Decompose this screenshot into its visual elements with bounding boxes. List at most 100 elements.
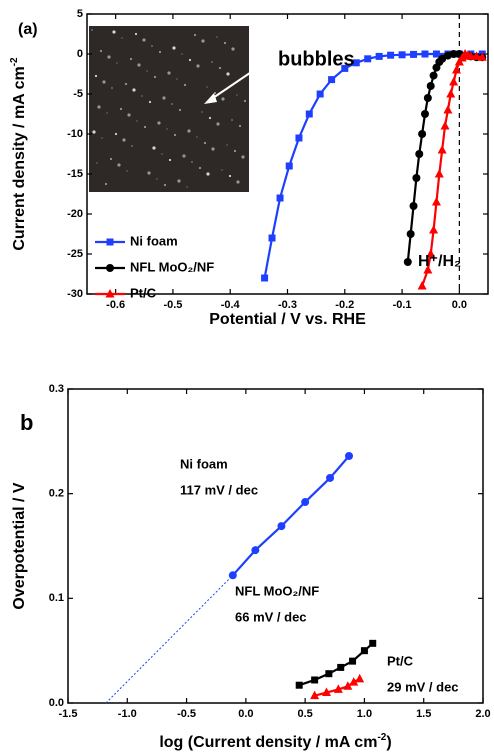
- marker: [228, 571, 237, 580]
- marker: [449, 50, 458, 58]
- speckle: [181, 53, 183, 55]
- marker: [268, 234, 276, 242]
- speckle: [226, 144, 228, 146]
- marker: [321, 687, 331, 697]
- speckle: [166, 128, 168, 130]
- x-tick-label: -0.5: [163, 299, 182, 311]
- marker: [472, 51, 482, 60]
- speckle: [206, 172, 210, 176]
- speckle: [203, 141, 207, 145]
- marker: [387, 51, 395, 59]
- speckle: [134, 32, 138, 36]
- marker: [426, 249, 436, 258]
- marker: [418, 130, 427, 138]
- slope-annotation: 66 mV / dec: [235, 609, 307, 624]
- marker: [341, 64, 349, 72]
- speckle: [233, 149, 237, 153]
- speckle: [131, 145, 133, 147]
- series-annotation: Pt/C: [387, 653, 414, 668]
- speckle: [129, 57, 133, 61]
- series-line: [231, 455, 350, 577]
- y-tick-label: 0.3: [49, 383, 64, 395]
- y-tick-label: -10: [67, 128, 83, 140]
- arrow: [209, 57, 273, 101]
- x-tick-label: 0.5: [297, 708, 312, 720]
- speckle: [198, 166, 202, 170]
- x-tick-label: -1.0: [118, 708, 137, 720]
- marker: [364, 55, 372, 63]
- speckle: [201, 111, 203, 113]
- speckle: [241, 155, 245, 159]
- speckle: [191, 161, 193, 163]
- marker: [349, 657, 357, 665]
- speckle: [238, 124, 242, 128]
- marker: [349, 677, 359, 686]
- x-tick-label: -0.3: [278, 299, 297, 311]
- marker: [106, 238, 114, 246]
- speckle: [92, 130, 96, 134]
- speckle: [236, 94, 238, 96]
- annotation: bubbles: [278, 48, 355, 70]
- x-tick-label: 1.0: [357, 708, 372, 720]
- speckle: [104, 182, 108, 186]
- speckle: [211, 147, 215, 151]
- speckle: [231, 47, 235, 51]
- marker: [426, 82, 435, 90]
- speckle: [111, 87, 113, 89]
- plot-frame: [67, 388, 484, 704]
- speckle: [137, 63, 141, 67]
- marker: [432, 50, 440, 58]
- y-axis-label: Overpotential / V: [11, 482, 28, 609]
- speckle: [102, 80, 106, 84]
- y-tick-label: -20: [67, 208, 83, 220]
- x-tick-label: 1.5: [416, 708, 431, 720]
- speckle: [121, 37, 123, 39]
- speckle: [196, 136, 198, 138]
- y-tick-label: 0.1: [49, 592, 64, 604]
- series-line: [263, 52, 483, 279]
- marker: [285, 162, 293, 170]
- speckle: [177, 179, 181, 183]
- y-tick-label: -25: [67, 248, 83, 260]
- speckle: [109, 157, 113, 161]
- marker: [406, 230, 415, 238]
- x-tick-label: -0.4: [221, 299, 241, 311]
- speckle: [226, 72, 230, 76]
- marker: [409, 202, 418, 210]
- speckle: [158, 50, 162, 54]
- series-annotation: NFL MoO₂/NF: [235, 583, 319, 598]
- marker: [105, 289, 115, 298]
- y-tick-label: -5: [73, 88, 83, 100]
- x-tick-label: -0.6: [106, 299, 125, 311]
- marker: [328, 76, 336, 84]
- speckle: [112, 30, 116, 34]
- label-part: log (Current density / mA cm: [159, 734, 377, 751]
- marker: [440, 121, 450, 130]
- speckle: [193, 33, 197, 37]
- speckle: [176, 78, 178, 80]
- x-tick-label: 0.0: [452, 299, 467, 311]
- marker: [443, 105, 453, 114]
- speckle: [146, 70, 148, 72]
- speckle: [153, 75, 157, 79]
- speckle: [122, 138, 126, 142]
- speckle: [208, 116, 212, 120]
- series-line: [406, 52, 483, 263]
- marker: [369, 639, 377, 647]
- y-tick-label: 5: [77, 8, 83, 20]
- speckle: [236, 180, 240, 184]
- speckle: [101, 137, 103, 139]
- marker: [326, 473, 335, 482]
- speckle: [186, 186, 188, 188]
- marker: [477, 52, 487, 61]
- bubble-speckles: [91, 29, 247, 188]
- marker: [310, 690, 320, 700]
- speckle: [127, 113, 131, 117]
- x-axis-label: Potential / V vs. RHE: [209, 311, 366, 328]
- speckle: [201, 39, 205, 43]
- label-part: Current density / mA cm: [11, 66, 28, 250]
- series-annotation: Ni foam: [180, 456, 228, 471]
- slope-annotation: 117 mV / dec: [180, 482, 258, 497]
- x-tick-label: -0.1: [393, 299, 412, 311]
- marker: [451, 65, 461, 74]
